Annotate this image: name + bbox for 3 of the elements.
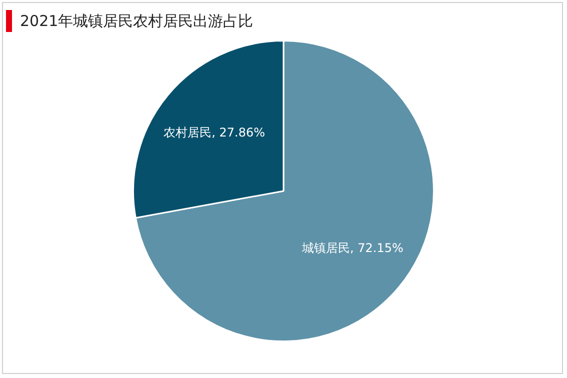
slice-label: 农村居民, 27.86% xyxy=(164,125,265,140)
slice-label: 城镇居民, 72.15% xyxy=(301,240,404,255)
chart-title: 2021年城镇居民农村居民出游占比 xyxy=(20,11,254,32)
